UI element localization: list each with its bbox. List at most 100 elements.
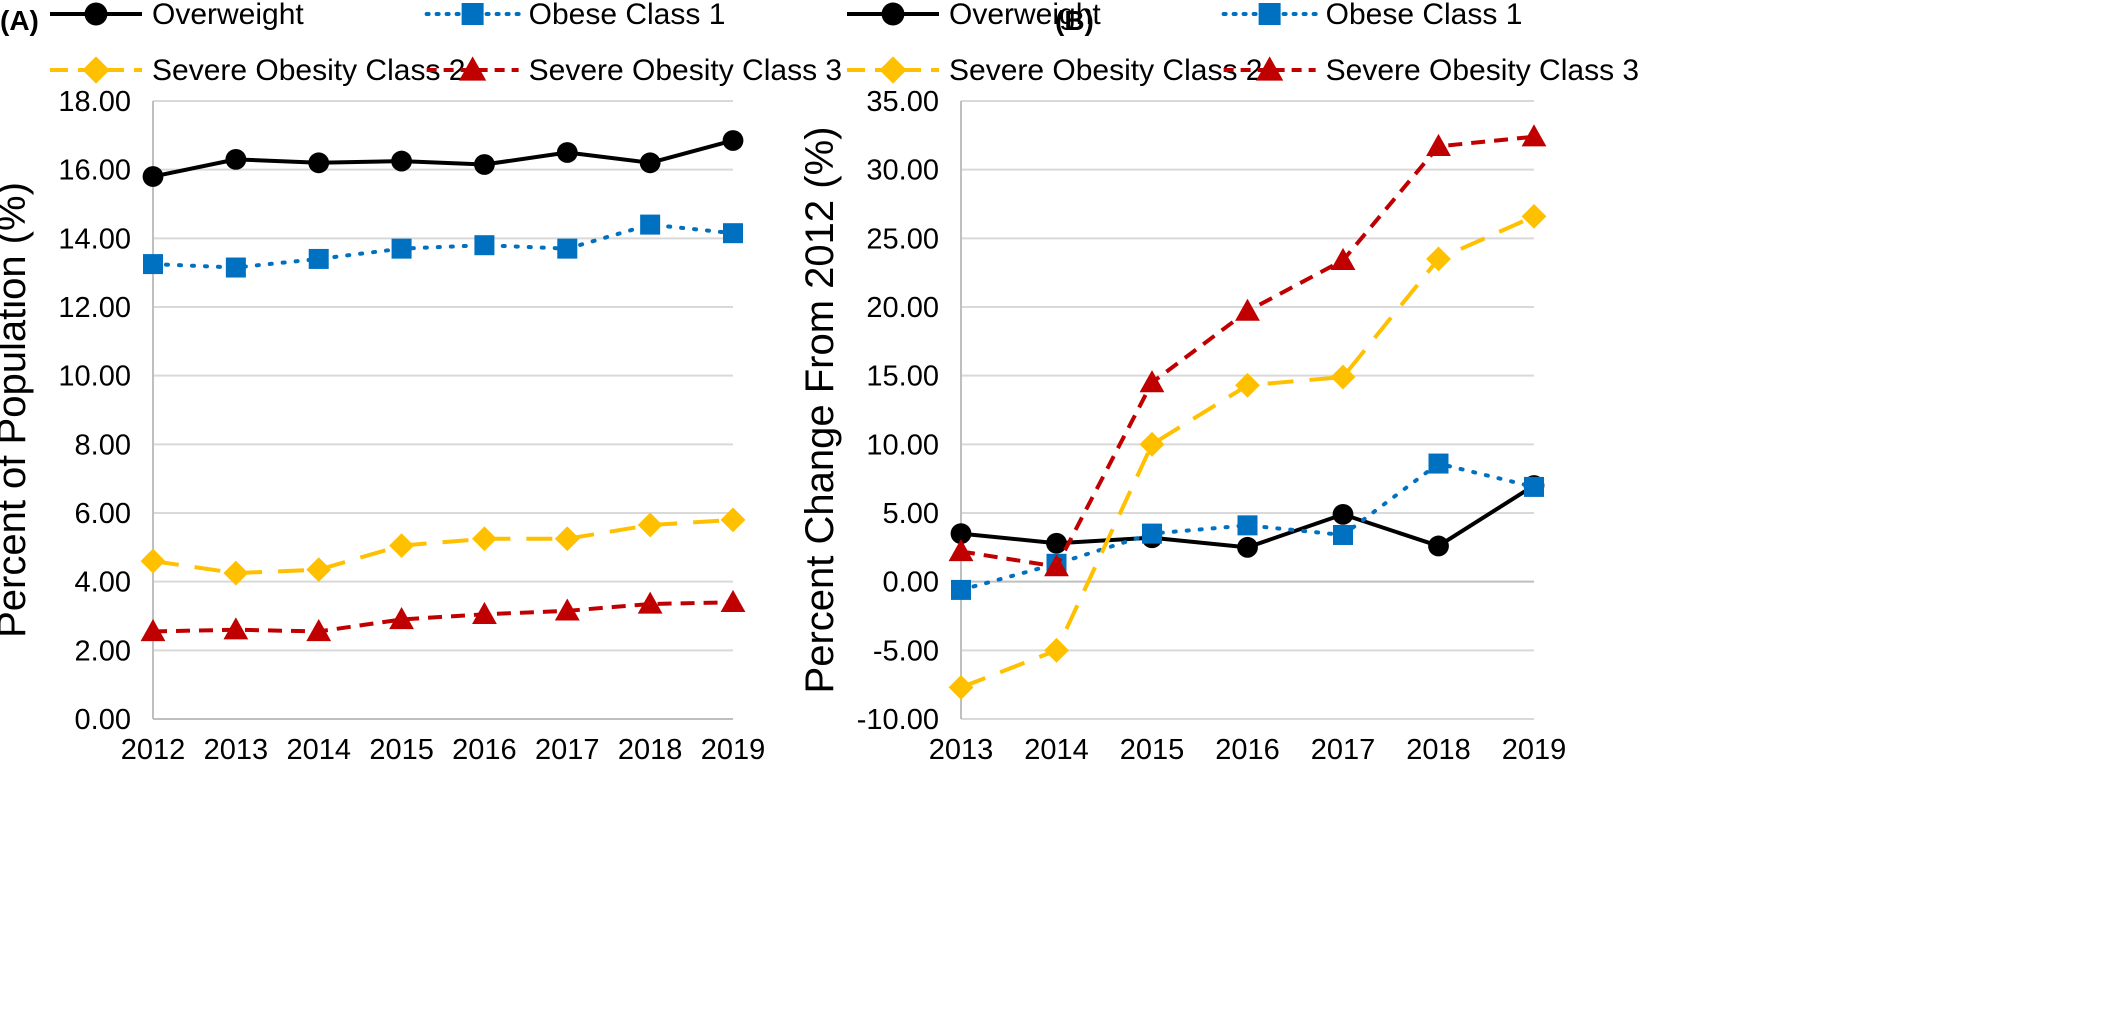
- panel-a-legend-label-severe-obesity-class-3: Severe Obesity Class 3: [529, 54, 842, 87]
- panel-a-point-severe-obesity-class-3: [720, 589, 746, 612]
- panel-b-xtick-label: 2017: [1311, 734, 1376, 766]
- panel-a-xtick-label: 2012: [121, 734, 186, 766]
- panel-a-point-obese-class-1: [308, 248, 329, 269]
- panel-b-chart: (B) -10.00 -5.00 0.00 5.00 10.00 15.00 20.00 25…: [798, 0, 1639, 766]
- panel-a-point-severe-obesity-class-3: [637, 591, 663, 614]
- panel-a-point-obese-class-1: [640, 214, 661, 235]
- panel-a-line-overweight: [152, 138, 734, 179]
- panel-b-series-severe-obesity-class-2: [948, 203, 1547, 700]
- panel-a-ytick-label: 0.00: [75, 704, 131, 736]
- panel-a-point-severe-obesity-class-3: [389, 607, 414, 630]
- panel-b-point-severe-obesity-class-2: [1330, 364, 1356, 390]
- panel-b-ytick-label: 35.00: [866, 86, 939, 118]
- panel-a-point-severe-obesity-class-2: [720, 507, 746, 533]
- panel-a-legend-marker-severe-obesity-class-2: [82, 56, 110, 84]
- panel-a-point-obese-class-1: [557, 238, 578, 259]
- panel-b-point-overweight: [1428, 535, 1449, 557]
- panel-b-xtick-label: 2016: [1215, 734, 1280, 766]
- panel-b-xtick-label: 2015: [1120, 734, 1185, 766]
- panel-b-legend-item-severe-obesity-class-3: Severe Obesity Class 3: [1223, 54, 1639, 87]
- panel-a-label: (A): [0, 5, 39, 36]
- panel-a-xtick-label: 2013: [204, 734, 269, 766]
- panel-a-ytick-label: 4.00: [75, 567, 131, 599]
- panel-b-point-obese-class-1: [1524, 476, 1544, 497]
- panel-a-point-overweight: [225, 148, 247, 170]
- panel-a-point-obese-class-1: [143, 254, 163, 275]
- panel-b-ytick-label: -5.00: [873, 635, 939, 667]
- panel-a-series-overweight: [142, 130, 744, 187]
- panel-a-point-obese-class-1: [391, 238, 412, 259]
- panel-b-legend-marker-obese-class-1: [1258, 3, 1281, 25]
- panel-a-point-overweight: [639, 152, 661, 174]
- panel-a-ylabel: Percent of Population (%): [0, 182, 34, 638]
- panel-b-point-severe-obesity-class-3: [1235, 298, 1260, 321]
- panel-a-xtick-label: 2019: [701, 734, 766, 766]
- panel-a-ytick-label: 14.00: [58, 223, 131, 255]
- panel-a-point-severe-obesity-class-3: [472, 601, 497, 624]
- panel-a-xtick-label: 2014: [286, 734, 351, 766]
- panel-a-ytick-label: 18.00: [58, 86, 131, 118]
- panel-a-point-severe-obesity-class-3: [554, 598, 580, 621]
- panel-a-point-severe-obesity-class-2: [472, 526, 497, 552]
- panel-b-point-severe-obesity-class-3: [1330, 247, 1356, 270]
- panel-a-legend-item-obese-class-1: Obese Class 1: [424, 0, 726, 31]
- panel-b-point-obese-class-1: [1237, 515, 1258, 536]
- panel-a-xtick-label: 2016: [452, 734, 517, 766]
- panel-a-ytick-label: 16.00: [58, 155, 131, 187]
- panel-b-xtick-label: 2018: [1406, 734, 1471, 766]
- panel-a-series-severe-obesity-class-3: [140, 589, 746, 642]
- panel-a-legend-item-severe-obesity-class-3: Severe Obesity Class 3: [426, 54, 842, 87]
- panel-b-point-severe-obesity-class-3: [948, 539, 974, 562]
- panel-b-point-severe-obesity-class-3: [1426, 133, 1451, 156]
- panel-b-legend-marker-severe-obesity-class-3: [1255, 56, 1284, 81]
- panel-a-point-severe-obesity-class-3: [306, 619, 332, 642]
- panel-a-point-severe-obesity-class-2: [389, 533, 414, 559]
- panel-a-legend-label-overweight: Overweight: [152, 0, 304, 31]
- panel-b-line-severe-obesity-class-2: [960, 214, 1535, 690]
- panel-b-ytick-label: 0.00: [883, 567, 939, 599]
- panel-b-point-severe-obesity-class-2: [1235, 372, 1260, 398]
- panel-a-point-severe-obesity-class-3: [140, 619, 166, 642]
- panel-b-xtick-label: 2014: [1024, 734, 1089, 766]
- panel-a-point-obese-class-1: [225, 257, 246, 278]
- panel-a-point-overweight: [474, 154, 495, 175]
- panel-b-legend-item-severe-obesity-class-2: Severe Obesity Class 2: [847, 54, 1262, 87]
- panel-a-point-overweight: [391, 150, 412, 172]
- panel-b-legend-item-overweight: Overweight: [847, 0, 1101, 31]
- panel-b-point-severe-obesity-class-2: [1044, 637, 1069, 663]
- panel-a-line-severe-obesity-class-3: [152, 600, 734, 634]
- panel-b-ytick-label: 20.00: [866, 292, 939, 324]
- panel-b-legend-label-overweight: Overweight: [949, 0, 1101, 31]
- panel-b-point-overweight: [1237, 536, 1258, 558]
- panel-b-point-severe-obesity-class-3: [1044, 554, 1069, 577]
- panel-a-legend-item-overweight: Overweight: [50, 0, 304, 31]
- panel-b-line-severe-obesity-class-3: [960, 134, 1535, 569]
- panel-b-point-overweight: [950, 523, 972, 544]
- panel-a-legend-label-obese-class-1: Obese Class 1: [529, 0, 726, 31]
- panel-a-point-overweight: [308, 152, 330, 174]
- panel-a-point-overweight: [722, 130, 744, 151]
- panel-b-legend-label-severe-obesity-class-3: Severe Obesity Class 3: [1326, 54, 1639, 87]
- panel-a-legend-marker-severe-obesity-class-3: [458, 56, 487, 81]
- panel-b-point-severe-obesity-class-3: [1139, 370, 1165, 393]
- panel-b-xtick-label: 2013: [929, 734, 994, 766]
- panel-a-point-obese-class-1: [474, 235, 495, 256]
- panel-b-legend-label-obese-class-1: Obese Class 1: [1326, 0, 1523, 31]
- panel-b-point-overweight: [1332, 503, 1354, 525]
- panel-a-point-overweight: [142, 166, 164, 187]
- panel-a-point-severe-obesity-class-2: [140, 548, 166, 574]
- panel-b-point-obese-class-1: [1142, 523, 1162, 544]
- panel-b-ytick-label: 25.00: [866, 223, 939, 255]
- panel-b-ytick-label: -10.00: [857, 704, 939, 736]
- panel-b-ytick-label: 5.00: [883, 498, 939, 530]
- panel-b-point-severe-obesity-class-2: [1139, 431, 1165, 457]
- panel-b-ytick-label: 10.00: [866, 429, 939, 461]
- panel-a-series-obese-class-1: [143, 214, 743, 278]
- panel-a-series-severe-obesity-class-2: [140, 507, 746, 586]
- panel-b-ylabel: Percent Change From 2012 (%): [798, 127, 842, 694]
- panel-b-point-obese-class-1: [951, 579, 971, 600]
- panel-b-point-severe-obesity-class-2: [948, 675, 974, 700]
- panel-a-legend-marker-obese-class-1: [461, 3, 484, 25]
- panel-a-point-overweight: [556, 142, 578, 163]
